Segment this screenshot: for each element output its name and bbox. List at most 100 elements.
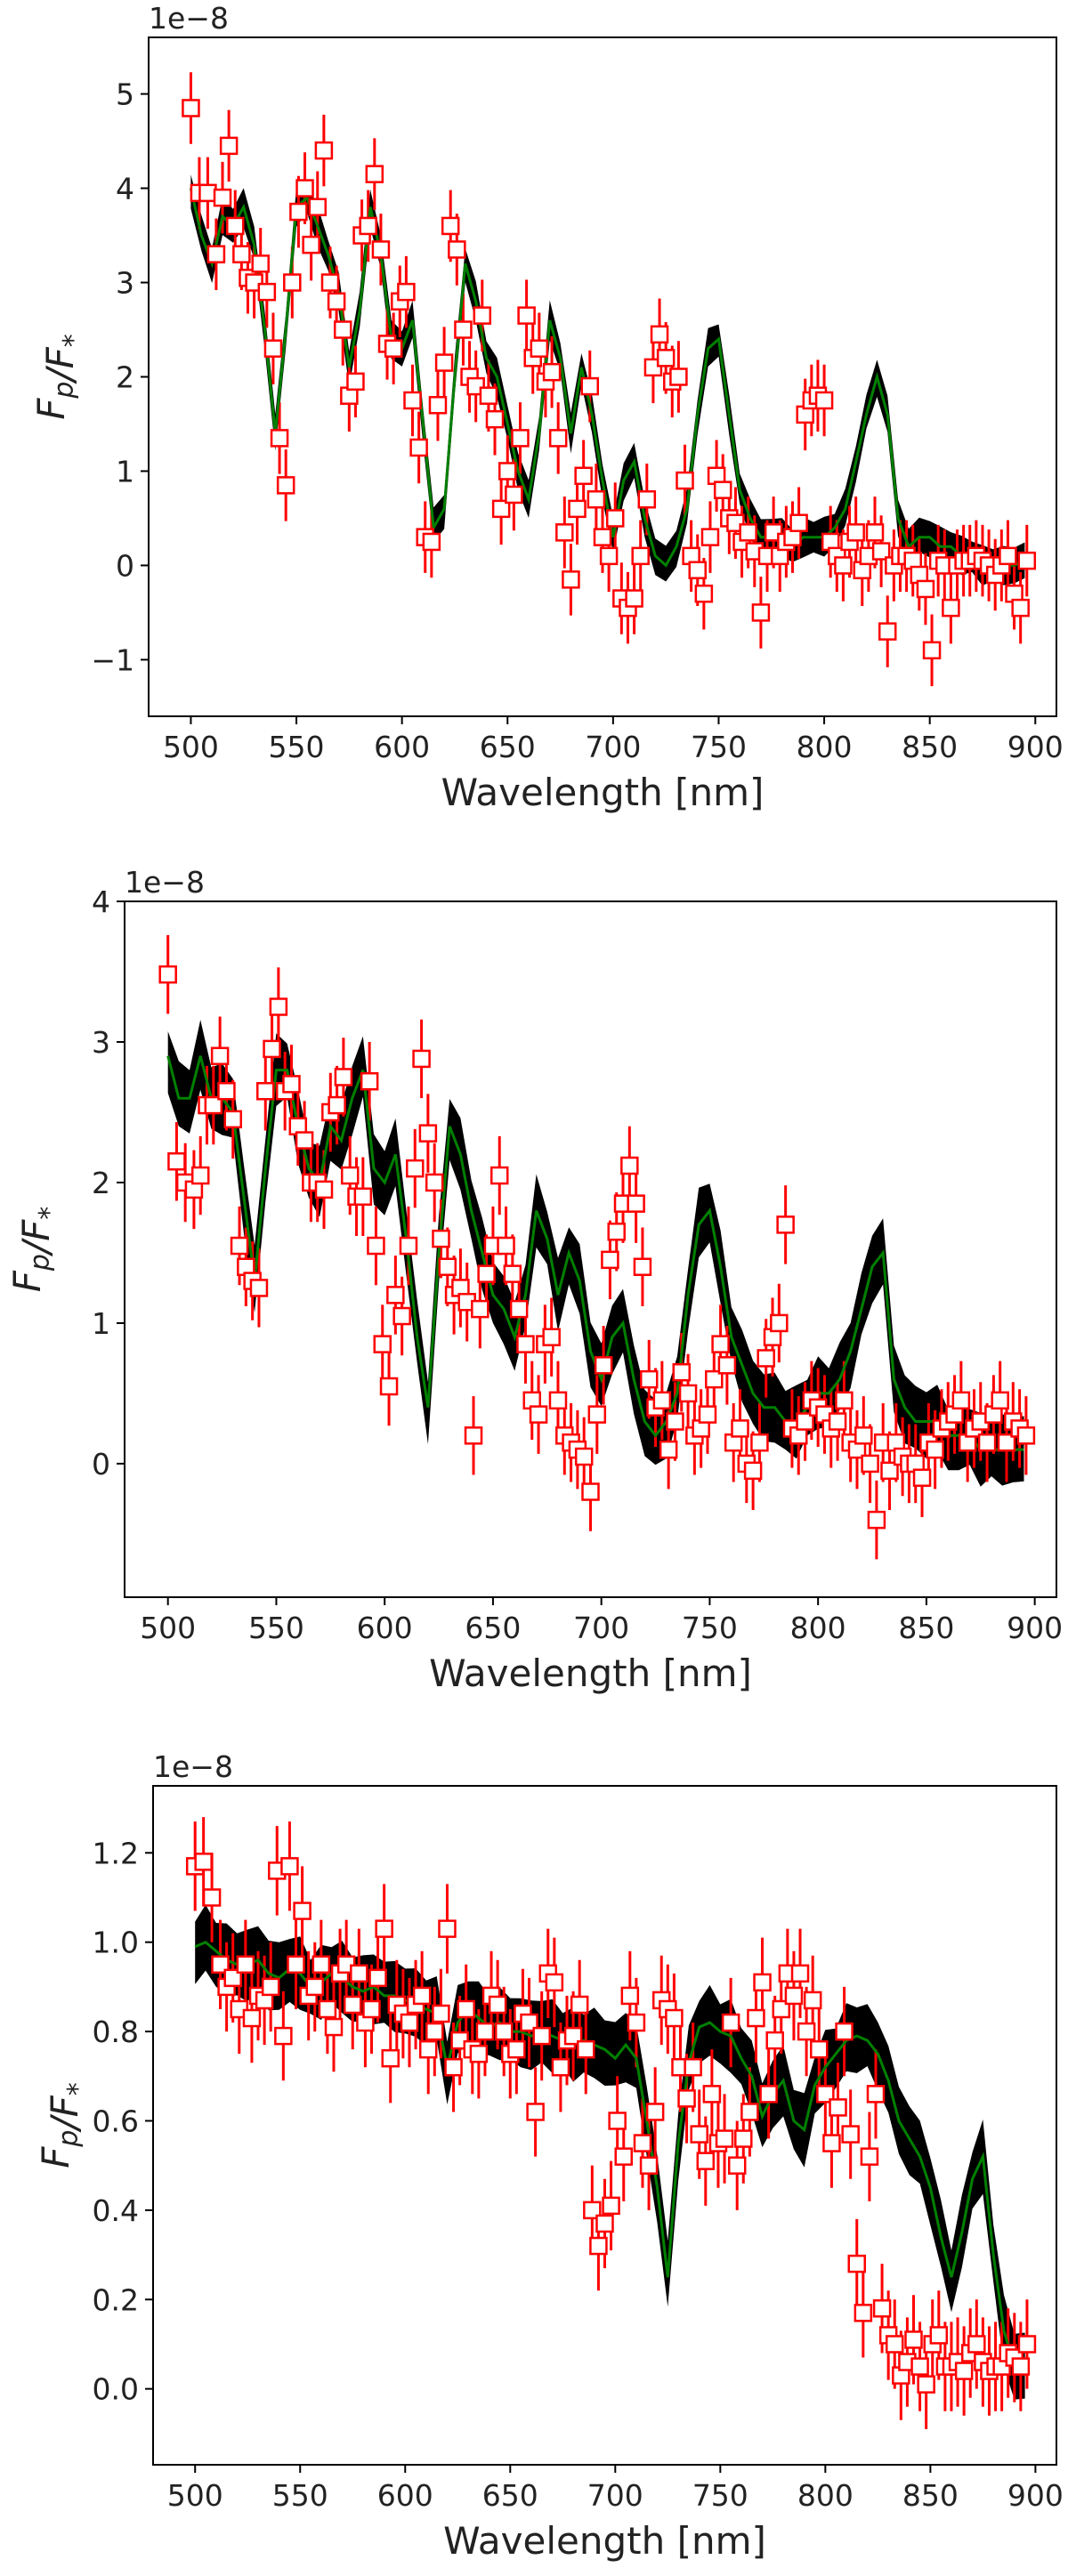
y-tick-label: 0.2 xyxy=(93,2282,139,2317)
data-marker xyxy=(223,1110,242,1129)
data-marker xyxy=(211,1955,230,1974)
data-marker xyxy=(526,2103,545,2121)
data-marker xyxy=(422,532,441,552)
data-marker xyxy=(202,1888,222,1907)
data-marker xyxy=(359,216,377,236)
data-marker xyxy=(854,2304,873,2322)
data-marker xyxy=(505,485,523,505)
data-marker xyxy=(829,2098,847,2117)
data-marker xyxy=(365,165,384,183)
data-marker xyxy=(289,202,308,222)
x-tick-label: 600 xyxy=(377,2478,433,2513)
data-marker xyxy=(568,499,587,519)
data-marker xyxy=(803,1991,822,2010)
axes-frame xyxy=(124,900,1057,1598)
data-marker xyxy=(834,556,853,575)
data-marker xyxy=(469,2044,489,2063)
data-marker xyxy=(713,480,732,499)
data-marker xyxy=(731,1419,749,1438)
data-marker xyxy=(608,2112,627,2130)
y-tick-label: 3 xyxy=(116,266,134,301)
data-marker xyxy=(684,2057,702,2077)
data-marker xyxy=(545,1973,564,1992)
data-marker xyxy=(835,1391,854,1410)
data-marker xyxy=(574,1447,594,1466)
data-marker xyxy=(503,1264,522,1283)
data-marker xyxy=(485,409,505,429)
data-marker xyxy=(770,1313,789,1333)
chart-panel-top: 500 550 600 650 700 750 800 850 900 −1 0 1 2 3 4 5 1e−8 W… xyxy=(29,1,1064,814)
data-marker xyxy=(747,2008,765,2028)
data-marker xyxy=(867,1510,886,1530)
data-marker xyxy=(951,1391,971,1410)
data-marker xyxy=(605,509,625,528)
data-marker xyxy=(835,2022,854,2041)
data-marker xyxy=(334,1068,353,1086)
data-marker xyxy=(772,1999,791,2019)
data-marker xyxy=(677,2089,696,2108)
data-marker xyxy=(368,1968,387,1988)
data-marker xyxy=(373,1335,392,1353)
data-marker xyxy=(1017,551,1037,570)
x-axis-label: Wavelength [nm] xyxy=(429,1651,752,1695)
data-marker xyxy=(454,320,473,339)
data-marker xyxy=(471,1299,490,1319)
data-marker xyxy=(353,1187,373,1207)
data-marker xyxy=(249,1279,269,1297)
data-marker xyxy=(810,2039,829,2059)
data-marker xyxy=(631,546,650,566)
data-marker xyxy=(776,1215,795,1234)
data-marker xyxy=(362,1999,381,2019)
data-marker xyxy=(620,1986,640,2006)
data-marker xyxy=(601,1250,619,1270)
x-tick-label: 850 xyxy=(898,1611,954,1645)
data-marker xyxy=(448,240,466,259)
data-marker xyxy=(672,1362,692,1382)
data-marker xyxy=(312,1955,331,1974)
y-tick-label: 1.0 xyxy=(93,1926,139,1960)
data-marker xyxy=(696,2152,716,2170)
data-marker xyxy=(206,245,226,263)
data-marker xyxy=(916,579,935,599)
y-tick-label: −1 xyxy=(91,642,134,677)
x-tick-label: 550 xyxy=(272,2478,328,2513)
data-marker xyxy=(360,1071,379,1091)
data-marker xyxy=(497,1236,515,1256)
chart-panel-bottom: 500 550 600 650 700 750 800 850 900 0.0 0.2 0.4 0.6 0… xyxy=(34,1749,1064,2563)
data-marker xyxy=(678,1384,698,1403)
data-marker xyxy=(666,1412,684,1431)
x-tick-label: 500 xyxy=(163,730,219,764)
data-marker xyxy=(379,1377,399,1396)
data-marker xyxy=(563,2026,583,2046)
y-tick-label: 5 xyxy=(116,77,134,112)
x-tick-label: 650 xyxy=(465,1611,521,1645)
data-marker xyxy=(295,179,314,198)
data-marker xyxy=(595,2214,614,2233)
data-marker xyxy=(282,1075,301,1094)
data-marker xyxy=(343,1995,362,2015)
data-marker xyxy=(620,1156,639,1175)
y-axis-label: Fp/F* xyxy=(34,2082,93,2168)
data-marker xyxy=(328,1095,346,1115)
x-tick-label: 500 xyxy=(167,2478,223,2513)
data-marker xyxy=(438,1919,457,1938)
data-marker xyxy=(223,1968,242,1988)
data-marker xyxy=(327,292,346,311)
y-tick-label: 2 xyxy=(92,1166,110,1200)
data-marker xyxy=(520,2013,538,2032)
data-marker xyxy=(841,2125,860,2144)
x-axis-label: Wavelength [nm] xyxy=(443,2519,766,2563)
data-marker xyxy=(318,1999,337,2019)
data-marker xyxy=(542,362,562,382)
data-marker xyxy=(479,386,498,405)
data-marker xyxy=(242,2008,262,2028)
data-marker xyxy=(204,1095,223,1115)
data-marker xyxy=(350,1964,368,1983)
data-marker xyxy=(880,1461,899,1481)
data-marker xyxy=(633,2134,652,2152)
data-marker xyxy=(293,1902,312,1920)
x-tick-label: 750 xyxy=(692,2478,748,2513)
data-marker xyxy=(232,245,251,263)
y-tick-label: 2 xyxy=(116,360,134,395)
